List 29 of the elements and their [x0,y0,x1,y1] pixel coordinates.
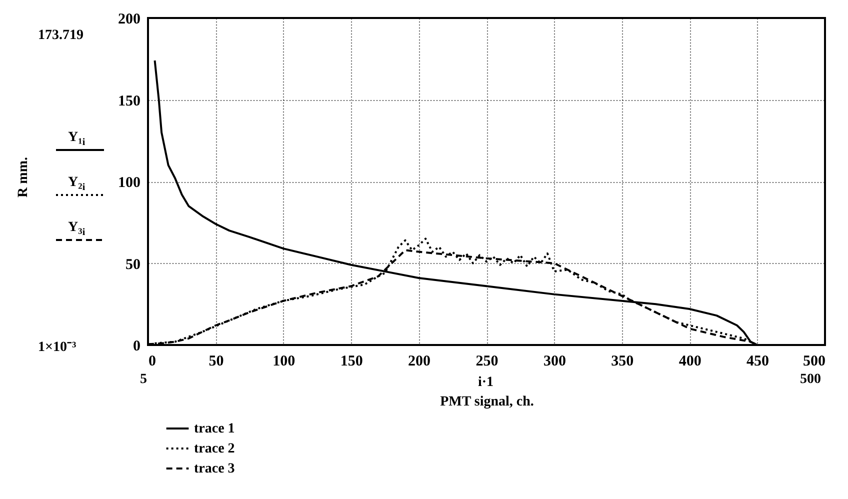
x-axis-title: PMT signal, ch. [440,394,534,410]
y-tick-label: 50 [126,256,140,273]
x-tick-label: 500 [803,354,826,370]
legend-label: trace 1 [194,422,235,436]
text: 1×10⁻³ [38,339,76,356]
text: Y₃$_{i}$ [68,220,86,238]
text: 5 [140,372,147,388]
x-tick-label: 450 [746,354,770,370]
text: 173.719 [38,28,84,44]
legend-label: trace 3 [194,462,235,476]
text: 500 [800,372,821,388]
text: Y₂$_{i}$ [68,175,86,193]
x-tick-label: 150 [340,354,363,370]
legend-label: trace 2 [194,442,235,456]
text: R mm. [16,157,32,198]
text: Y₁$_{i}$ [68,130,86,148]
x-tick-label: 250 [476,354,498,370]
x-tick-label: 350 [611,354,634,370]
x-tick-label: 0 [148,354,156,370]
y-tick-label: 0 [133,338,140,354]
x-tick-label: 100 [272,354,296,370]
y-tick-label: 150 [118,93,140,110]
x-tick-label: 200 [408,354,431,370]
y-tick-label: 100 [118,175,140,191]
x-tick-label: 50 [208,354,224,370]
x-tick-label: 400 [678,354,702,370]
y-tick-label: 200 [118,12,140,28]
x-tick-label: 300 [543,354,566,370]
text: i·1 [478,375,494,391]
